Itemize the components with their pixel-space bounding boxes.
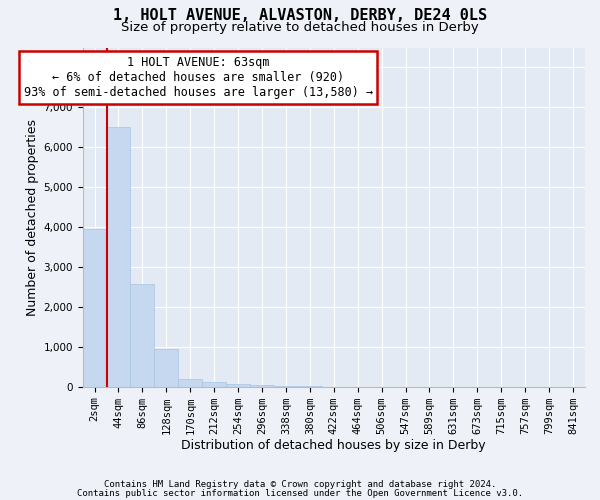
- Text: Contains HM Land Registry data © Crown copyright and database right 2024.: Contains HM Land Registry data © Crown c…: [104, 480, 496, 489]
- Bar: [83, 229, 107, 386]
- Text: 1 HOLT AVENUE: 63sqm
← 6% of detached houses are smaller (920)
93% of semi-detac: 1 HOLT AVENUE: 63sqm ← 6% of detached ho…: [23, 56, 373, 99]
- Bar: [178, 379, 202, 386]
- Bar: [226, 384, 250, 386]
- Text: 1, HOLT AVENUE, ALVASTON, DERBY, DE24 0LS: 1, HOLT AVENUE, ALVASTON, DERBY, DE24 0L…: [113, 8, 487, 22]
- Bar: [154, 349, 178, 387]
- X-axis label: Distribution of detached houses by size in Derby: Distribution of detached houses by size …: [181, 440, 486, 452]
- Bar: [202, 382, 226, 386]
- Y-axis label: Number of detached properties: Number of detached properties: [26, 118, 39, 316]
- Bar: [130, 284, 154, 386]
- Bar: [250, 385, 274, 386]
- Text: Size of property relative to detached houses in Derby: Size of property relative to detached ho…: [121, 21, 479, 34]
- Text: Contains public sector information licensed under the Open Government Licence v3: Contains public sector information licen…: [77, 488, 523, 498]
- Bar: [107, 128, 130, 386]
